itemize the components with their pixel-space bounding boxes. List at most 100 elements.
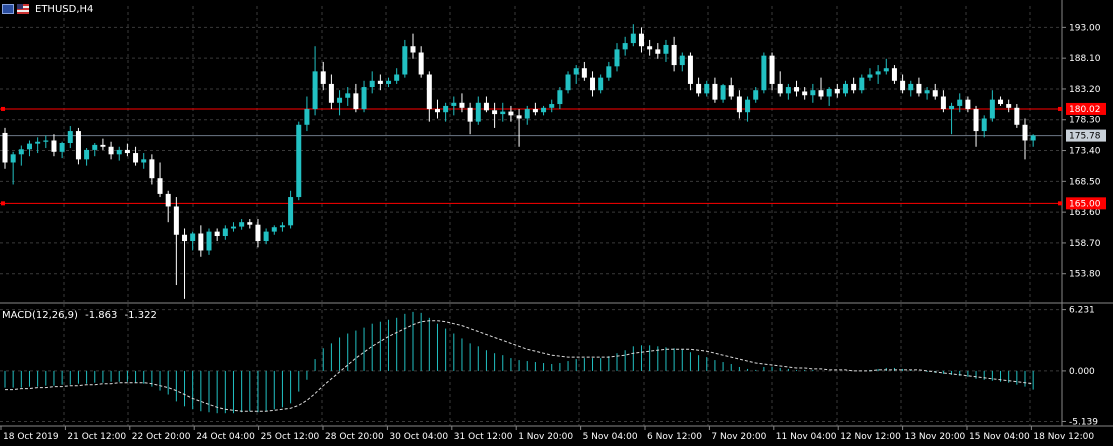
price-tick-label: 158.70 [1069,239,1101,249]
candle-bearish [940,96,946,110]
candle-bearish [483,102,489,111]
candle-bearish [932,90,938,97]
time-tick-label: 18 Nov 12:00 [1033,432,1094,442]
candle-bullish [875,71,881,75]
candle-bullish [630,33,636,44]
candle-bullish [369,80,375,88]
candle-bearish [255,224,261,242]
candle-bearish [851,83,857,91]
candle-bullish [981,118,987,132]
level-handle-left[interactable] [1,201,5,206]
candle-bearish [638,33,644,47]
macd-indicator-label: MACD(12,26,9) -1.863 -1.322 [2,310,161,321]
candle-bearish [410,46,416,53]
candle-bearish [198,233,204,251]
candle-bearish [998,99,1004,105]
candle-bullish [524,109,530,119]
time-tick-label: 5 Nov 04:00 [583,432,638,442]
time-tick-label: 7 Nov 20:00 [711,432,766,442]
candle-bearish [891,68,897,81]
candle-bearish [108,146,114,155]
candle-bearish [214,231,220,237]
candle-bullish [190,233,196,242]
candle-bullish [116,149,122,155]
candle-bullish [279,225,285,228]
candle-bearish [834,88,840,94]
candle-bullish [573,68,579,75]
candle-bearish [655,49,661,54]
candle-bullish [35,141,41,144]
candle-bearish [728,85,734,97]
candle-bullish [704,83,710,94]
candle-bullish [92,144,98,150]
price-tick-label: 183.20 [1069,85,1101,95]
level-price-tag [1066,197,1106,210]
candle-bearish [124,149,130,154]
candle-bearish [377,80,383,84]
candle-bullish [606,66,612,78]
candle-bullish [565,74,571,91]
chart-header: ETHUSD,H4 [2,2,93,16]
candle-bullish [222,228,228,237]
candle-bullish [500,111,506,115]
candle-bullish [622,43,628,50]
macd-tick-label: 6.231 [1069,306,1095,316]
candle-bullish [949,105,955,110]
candle-bearish [647,46,653,50]
candle-bearish [492,110,498,115]
candle-bullish [26,143,32,150]
current-price-tag [1066,129,1106,142]
candle-bullish [614,49,620,67]
level-price-label: 180.02 [1069,105,1101,115]
candle-bearish [532,109,538,113]
candle-bearish [794,87,800,92]
time-tick-label: 1 Nov 20:00 [518,432,573,442]
candle-bearish [818,90,824,97]
macd-main-value: -1.863 [85,310,118,321]
macd-tick-label: 0.000 [1069,367,1095,377]
candle-bullish [59,143,65,152]
candle-bullish [263,231,269,242]
candle-bullish [720,85,726,100]
candle-bearish [149,159,155,179]
candle-bullish [345,93,351,98]
candle-bullish [924,90,930,94]
candle-bullish [386,80,392,84]
candle-bullish [304,109,310,125]
time-tick-label: 21 Oct 12:00 [67,432,126,442]
candle-bullish [1030,135,1036,141]
candle-bearish [973,109,979,132]
price-tick-label: 173.40 [1069,147,1101,157]
candle-bearish [916,83,922,94]
candle-bearish [900,80,906,91]
candle-bearish [696,83,702,94]
level-handle-right[interactable] [1058,201,1062,206]
candle-bearish [769,55,775,84]
candle-bullish [230,226,236,229]
candle-bearish [802,91,808,96]
price-tick-label: 168.50 [1069,177,1101,187]
time-tick-label: 25 Oct 12:00 [261,432,320,442]
ethereum-flag-icon [2,4,14,14]
candle-bullish [475,102,481,122]
candle-bullish [745,99,751,113]
candle-bearish [51,140,57,152]
level-handle-left[interactable] [1,106,5,111]
candle-bullish [141,159,147,163]
candle-bearish [736,96,742,113]
candle-bearish [182,234,188,242]
candle-bullish [239,222,245,227]
candle-bearish [75,131,81,160]
macd-name: MACD(12,26,9) [2,310,78,321]
candle-bullish [43,140,49,142]
level-handle-right[interactable] [1058,106,1062,111]
candle-bullish [549,104,555,108]
price-tick-label: 153.80 [1069,270,1101,280]
time-tick-label: 24 Oct 04:00 [196,432,255,442]
price-tick-label: 163.60 [1069,208,1101,218]
candle-bullish [957,99,963,106]
time-tick-label: 12 Nov 12:00 [840,432,901,442]
candle-bearish [2,132,8,163]
candle-bullish [557,90,563,105]
